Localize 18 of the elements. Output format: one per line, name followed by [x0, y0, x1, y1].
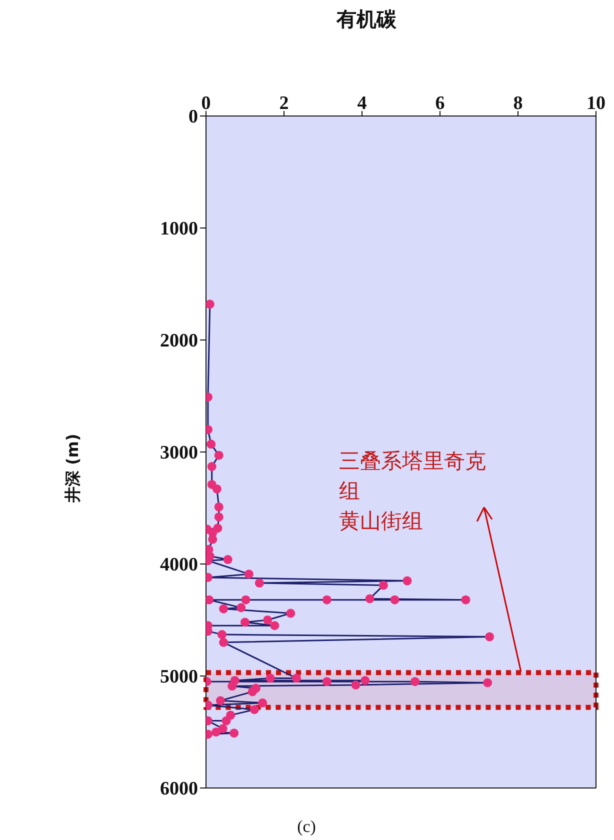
y-tick-label: 1000 [160, 218, 198, 240]
x-axis-title: 有机碳 [336, 7, 398, 31]
y-tick-label: 2000 [160, 330, 198, 352]
x-tick-label: 10 [586, 93, 606, 114]
y-axis-title: 井深 (m) [63, 434, 82, 504]
y-tick-label: 0 [188, 106, 198, 128]
y-tick-label: 5000 [160, 666, 198, 688]
annotation: 黄山街组 [338, 509, 423, 534]
y-tick-label: 3000 [160, 442, 198, 464]
x-tick-label: 4 [357, 93, 368, 114]
y-tick-label: 6000 [160, 778, 198, 800]
y-tick-label: 4000 [160, 554, 198, 576]
text: (c) [297, 817, 316, 836]
x-tick-label: 6 [435, 93, 445, 114]
annotation: 三叠系塔里奇克组 [338, 449, 486, 504]
x-tick-label: 0 [201, 93, 211, 114]
x-tick-label: 2 [279, 93, 289, 114]
x-tick-label: 8 [513, 93, 523, 114]
